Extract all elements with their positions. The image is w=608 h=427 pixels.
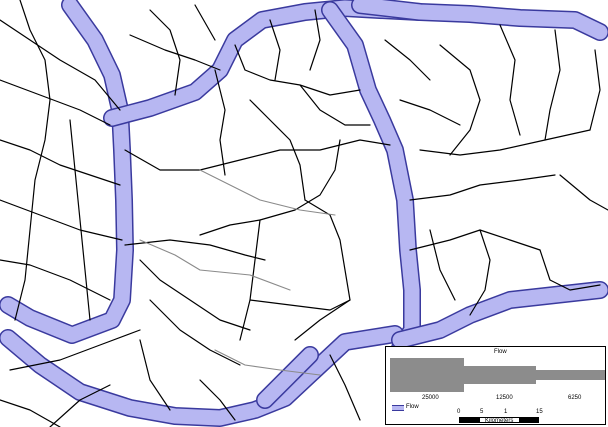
road-segment — [419, 129, 591, 156]
flow-band-north-east — [352, 0, 608, 40]
road-segment — [139, 339, 171, 411]
scale-tick-label: 15 — [536, 409, 543, 415]
legend-bar-label: 25000 — [422, 395, 439, 401]
legend-bar-6250 — [536, 370, 605, 380]
road-segment — [0, 19, 121, 111]
road-segment — [439, 44, 481, 156]
road-segment — [544, 29, 561, 141]
scale-units-label: Kilometers — [485, 418, 514, 424]
road-segment — [149, 299, 241, 366]
road-segment — [269, 19, 281, 81]
legend-bar-12500 — [464, 366, 536, 384]
legend-title: Flow — [494, 349, 507, 355]
flow-band-south-east-spur — [392, 282, 608, 348]
road-segment — [139, 259, 251, 331]
scale-tick-label: 5 — [480, 409, 484, 415]
road-segment — [14, 0, 51, 321]
road-segment — [199, 379, 236, 421]
road-segment — [559, 174, 608, 211]
legend-bar-label: 12500 — [496, 395, 513, 401]
road-segment — [384, 39, 431, 81]
road-segment — [0, 139, 121, 186]
road-segment — [234, 44, 361, 96]
road-segment — [294, 299, 351, 341]
secondary-roads — [139, 169, 336, 376]
flow-band-south-link — [257, 347, 318, 408]
legend-bar-label: 6250 — [568, 395, 582, 401]
road-segment — [0, 399, 61, 427]
road-segment — [399, 99, 461, 126]
secondary-road-segment — [139, 239, 291, 291]
road-segment — [329, 354, 361, 421]
scale-tick-label: 1 — [504, 409, 508, 415]
road-segment — [214, 69, 226, 176]
road-segment — [409, 174, 556, 201]
road-segment — [539, 249, 601, 291]
legend-flow-swatch — [392, 405, 404, 411]
flow-band-east-corridor — [322, 2, 420, 356]
road-segment — [9, 329, 141, 371]
flow-band-west-corridor — [0, 0, 133, 343]
road-segment — [239, 219, 261, 341]
road-segment — [124, 139, 391, 171]
road-segment — [129, 34, 221, 71]
scale-tick-label: 0 — [457, 409, 461, 415]
road-segment — [49, 384, 111, 427]
road-segment — [469, 229, 491, 316]
road-segment — [309, 9, 321, 71]
road-segment — [429, 229, 456, 301]
road-segment — [0, 259, 111, 301]
secondary-road-segment — [214, 349, 321, 376]
legend-swatch-label: Flow — [406, 404, 419, 410]
road-segment — [124, 239, 266, 261]
map-legend: Flow 25000 12500 6250 Flow 0 5 1 15 Kilo… — [385, 346, 606, 425]
scale-bar — [459, 417, 539, 423]
legend-flow-bars — [390, 358, 605, 392]
road-segment — [304, 199, 351, 301]
road-segment — [249, 299, 351, 311]
road-segment — [0, 79, 111, 126]
secondary-road-segment — [199, 169, 336, 216]
legend-bar-25000 — [390, 358, 464, 392]
road-segment — [409, 229, 541, 251]
road-segment — [499, 24, 521, 136]
road-segment — [0, 199, 123, 241]
road-segment — [249, 99, 306, 201]
road-segment — [589, 49, 601, 131]
flow-band-south — [0, 326, 403, 426]
road-segment — [149, 9, 181, 96]
road-segment — [199, 139, 341, 236]
road-segment — [299, 84, 371, 126]
road-segment — [194, 4, 216, 41]
road-segment — [69, 119, 91, 321]
